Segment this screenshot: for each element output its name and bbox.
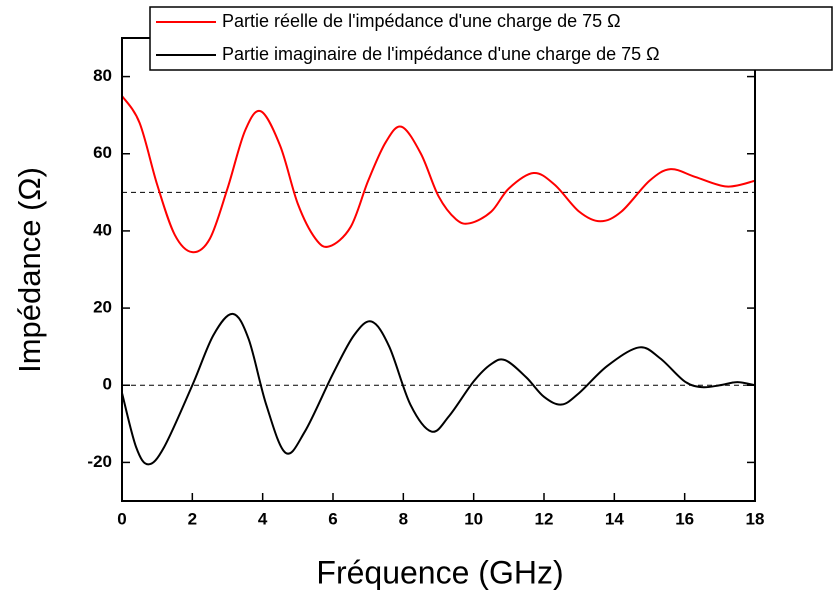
y-tick-label: -20	[87, 452, 112, 471]
data-line	[121, 95, 756, 254]
plot-frame	[121, 37, 756, 502]
y-tick-label: 0	[103, 375, 112, 394]
x-tick-label: 8	[399, 509, 408, 528]
x-tick-label: 18	[746, 509, 765, 528]
x-tick-label: 0	[117, 509, 126, 528]
x-tick-label: 10	[464, 509, 483, 528]
y-tick-label: 20	[93, 298, 112, 317]
x-tick-label: 2	[188, 509, 197, 528]
x-tick-label: 14	[605, 509, 624, 528]
y-tick-label: 80	[93, 66, 112, 85]
data-line	[121, 312, 756, 466]
x-tick-label: 6	[328, 509, 337, 528]
y-axis-label: Impédance (Ω)	[12, 167, 47, 373]
y-tick-label: 40	[93, 220, 112, 239]
x-axis-label: Fréquence (GHz)	[316, 554, 563, 590]
legend	[149, 6, 833, 71]
legend-label: Partie imaginaire de l'impédance d'une c…	[222, 44, 660, 64]
y-tick-label: 60	[93, 143, 112, 162]
x-tick-label: 12	[535, 509, 554, 528]
x-tick-label: 4	[258, 509, 268, 528]
x-tick-label: 16	[675, 509, 694, 528]
legend-label: Partie réelle de l'impédance d'une charg…	[222, 11, 621, 31]
